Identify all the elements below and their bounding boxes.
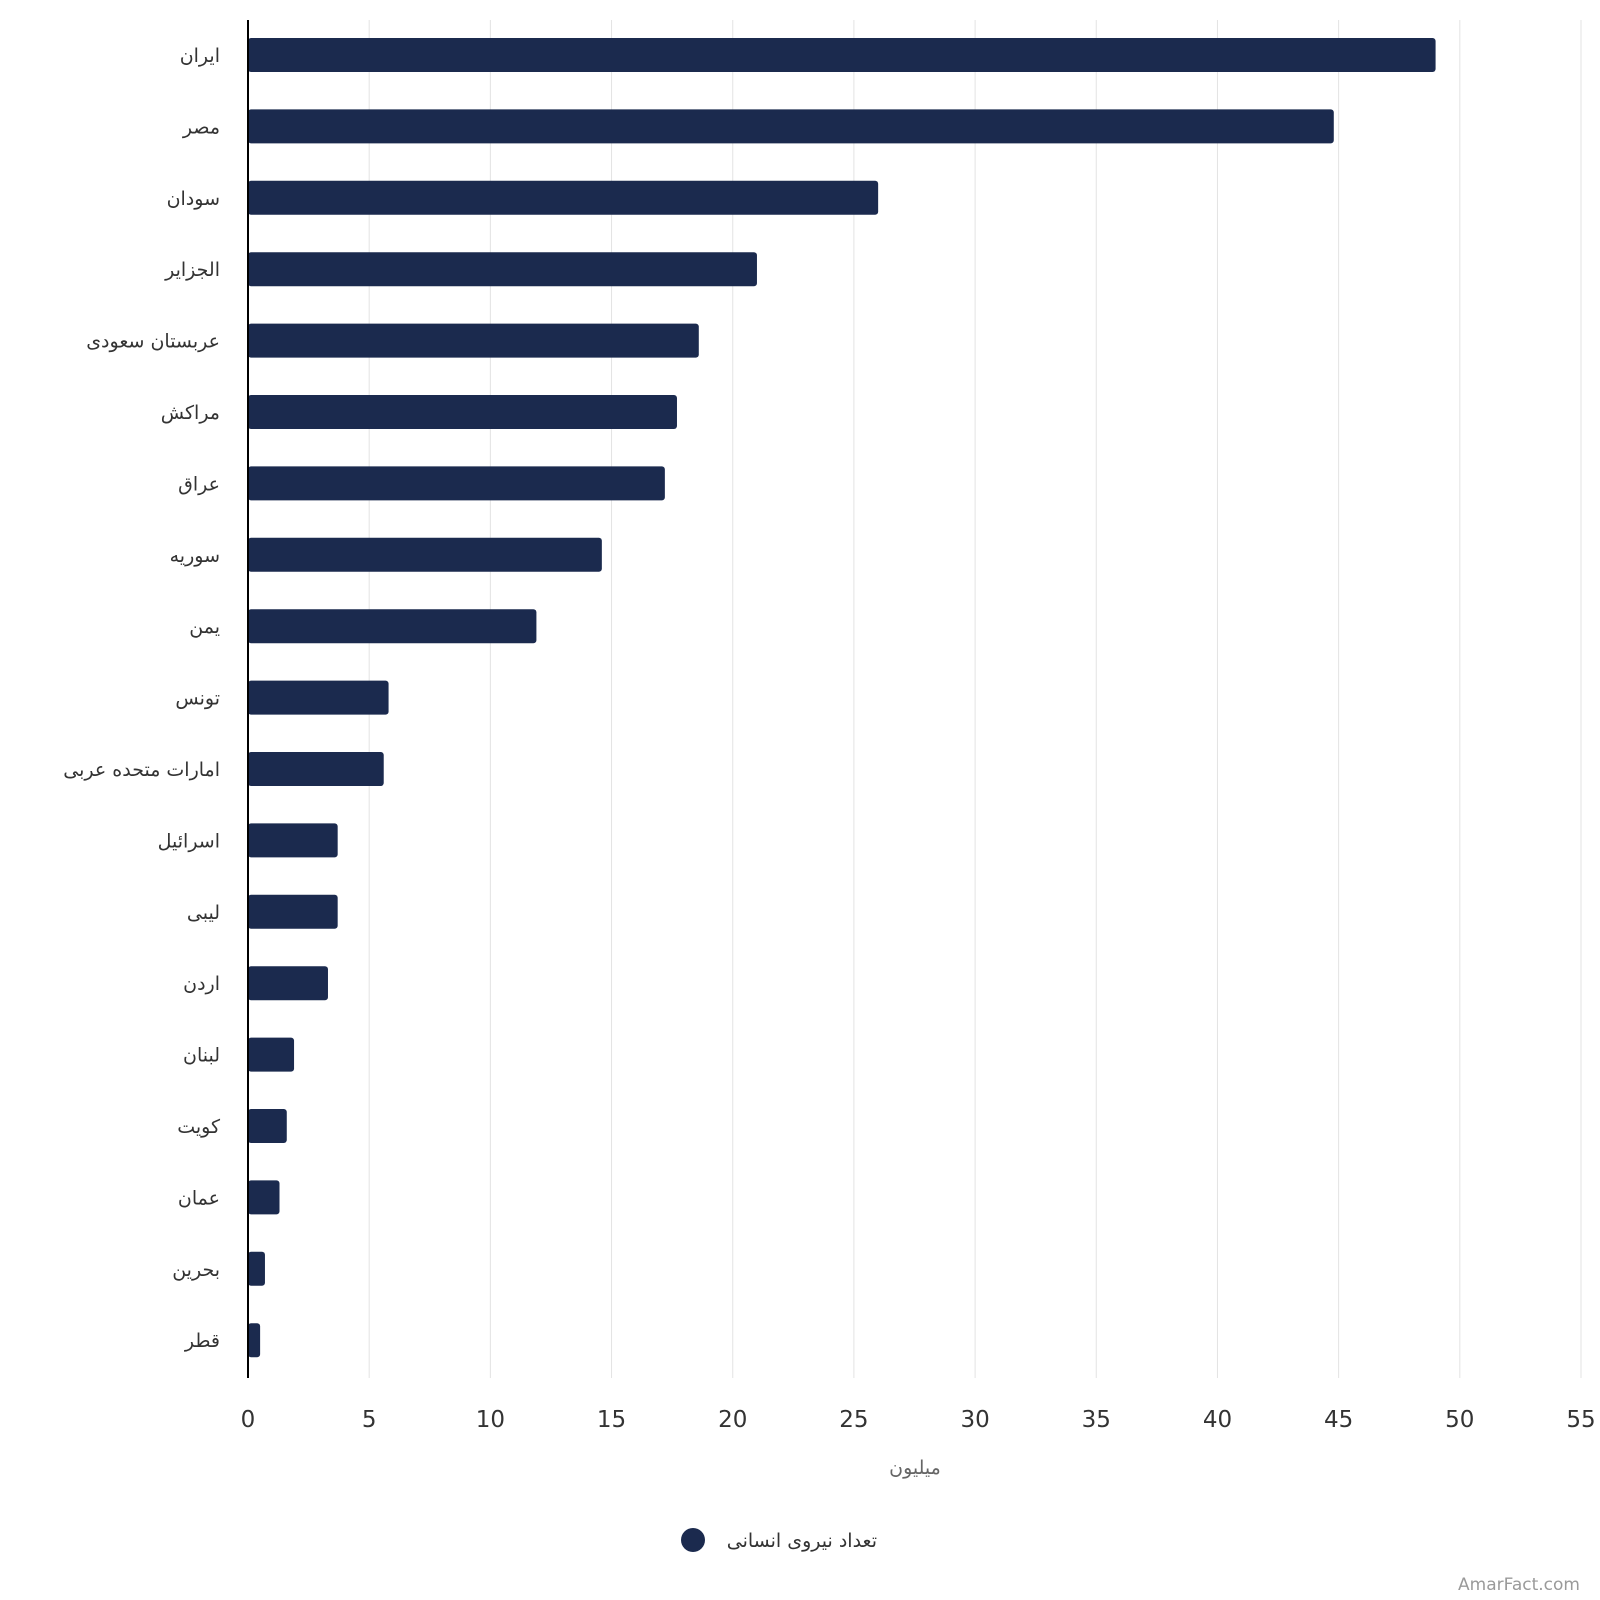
bar [248, 1109, 287, 1143]
bar [248, 180, 879, 215]
bar [248, 1037, 295, 1072]
x-tick-label: 40 [1203, 1407, 1232, 1433]
x-tick-label: 25 [839, 1407, 868, 1433]
bar [248, 537, 602, 572]
grid-lines [368, 20, 1582, 1378]
x-tick-label: 5 [362, 1407, 377, 1433]
x-tick-label: 15 [597, 1407, 626, 1433]
legend: تعداد نیروی انسانی [681, 1528, 877, 1552]
bar [248, 466, 665, 501]
category-labels: ایران مصر سودان الجزایر عربستان سعودی مراکش عر… [63, 45, 221, 1352]
category-label: مصر [182, 116, 220, 138]
category-label: امارات متحده عربی [63, 759, 220, 781]
x-tick-label: 0 [241, 1407, 256, 1433]
x-tick-label: 20 [718, 1407, 747, 1433]
category-label: لبنان [183, 1045, 220, 1067]
category-label: قطر [184, 1330, 220, 1352]
category-label: مراکش [161, 402, 220, 424]
x-tick-label: 30 [960, 1407, 989, 1433]
category-label: بحرین [172, 1259, 220, 1281]
x-tick-label: 55 [1566, 1407, 1595, 1433]
category-label: تونس [175, 688, 220, 710]
category-label: لیبی [187, 902, 220, 924]
category-label: عمان [178, 1187, 220, 1209]
category-label: یمن [189, 616, 220, 638]
category-label: اسرائیل [158, 830, 220, 852]
x-tick-label: 45 [1324, 1407, 1353, 1433]
x-tick-labels: 0 5 10 15 20 25 30 35 40 45 50 55 [241, 1407, 1596, 1433]
category-label: ایران [180, 45, 220, 67]
x-axis-title: میلیون [889, 1457, 941, 1479]
bar [248, 323, 699, 358]
x-tick-label: 35 [1082, 1407, 1111, 1433]
bar [248, 38, 1436, 72]
x-tick-label: 50 [1445, 1407, 1474, 1433]
bar [248, 1323, 261, 1358]
category-label: اردن [183, 973, 220, 995]
legend-label: تعداد نیروی انسانی [727, 1530, 877, 1552]
category-label: سوریه [170, 545, 220, 567]
watermark: AmarFact.com [1458, 1575, 1580, 1595]
category-label: عربستان سعودی [86, 331, 220, 353]
bars [248, 38, 1436, 1358]
bar [248, 395, 677, 429]
bar [248, 894, 338, 929]
category-label: الجزایر [164, 259, 220, 281]
legend-marker [681, 1528, 705, 1552]
x-tick-label: 10 [476, 1407, 505, 1433]
bar [248, 1180, 280, 1215]
bar [248, 609, 537, 644]
bar [248, 752, 384, 786]
bar [248, 823, 338, 858]
category-label: سودان [167, 188, 220, 210]
bar [248, 966, 328, 1001]
bar [248, 1251, 265, 1286]
bar [248, 252, 757, 287]
bar [248, 109, 1334, 144]
category-label: کویت [177, 1116, 221, 1138]
category-label: عراق [178, 473, 220, 495]
bar [248, 680, 389, 715]
